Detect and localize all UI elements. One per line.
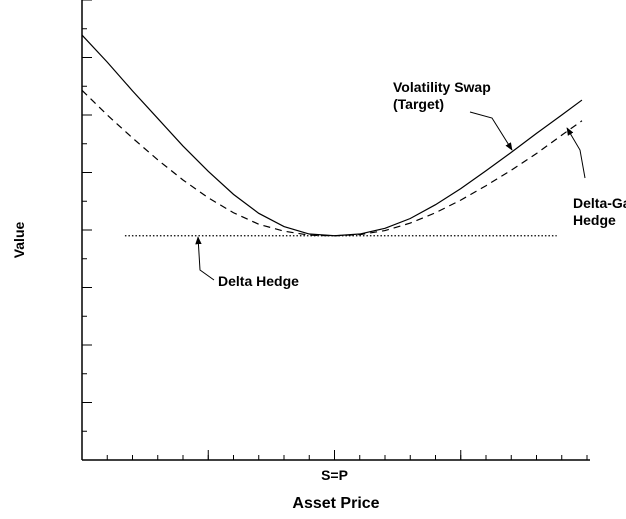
x-tick-label: S=P: [321, 467, 348, 483]
annotation: Hedge: [573, 212, 616, 228]
arrow: [469, 111, 513, 151]
line-solid: [81, 34, 583, 237]
arrow: [566, 127, 586, 179]
annotation: (Target): [393, 96, 444, 112]
arrow: [195, 236, 215, 281]
line-dashed: [81, 89, 583, 237]
annotation-arrows: [195, 111, 586, 281]
annotation: Delta Hedge: [218, 273, 299, 289]
x-axis-label: Asset Price: [292, 495, 379, 512]
annotation: Delta-Gamma: [573, 195, 626, 211]
annotation: Volatility Swap: [393, 79, 491, 95]
y-axis-label: Value: [11, 222, 27, 259]
